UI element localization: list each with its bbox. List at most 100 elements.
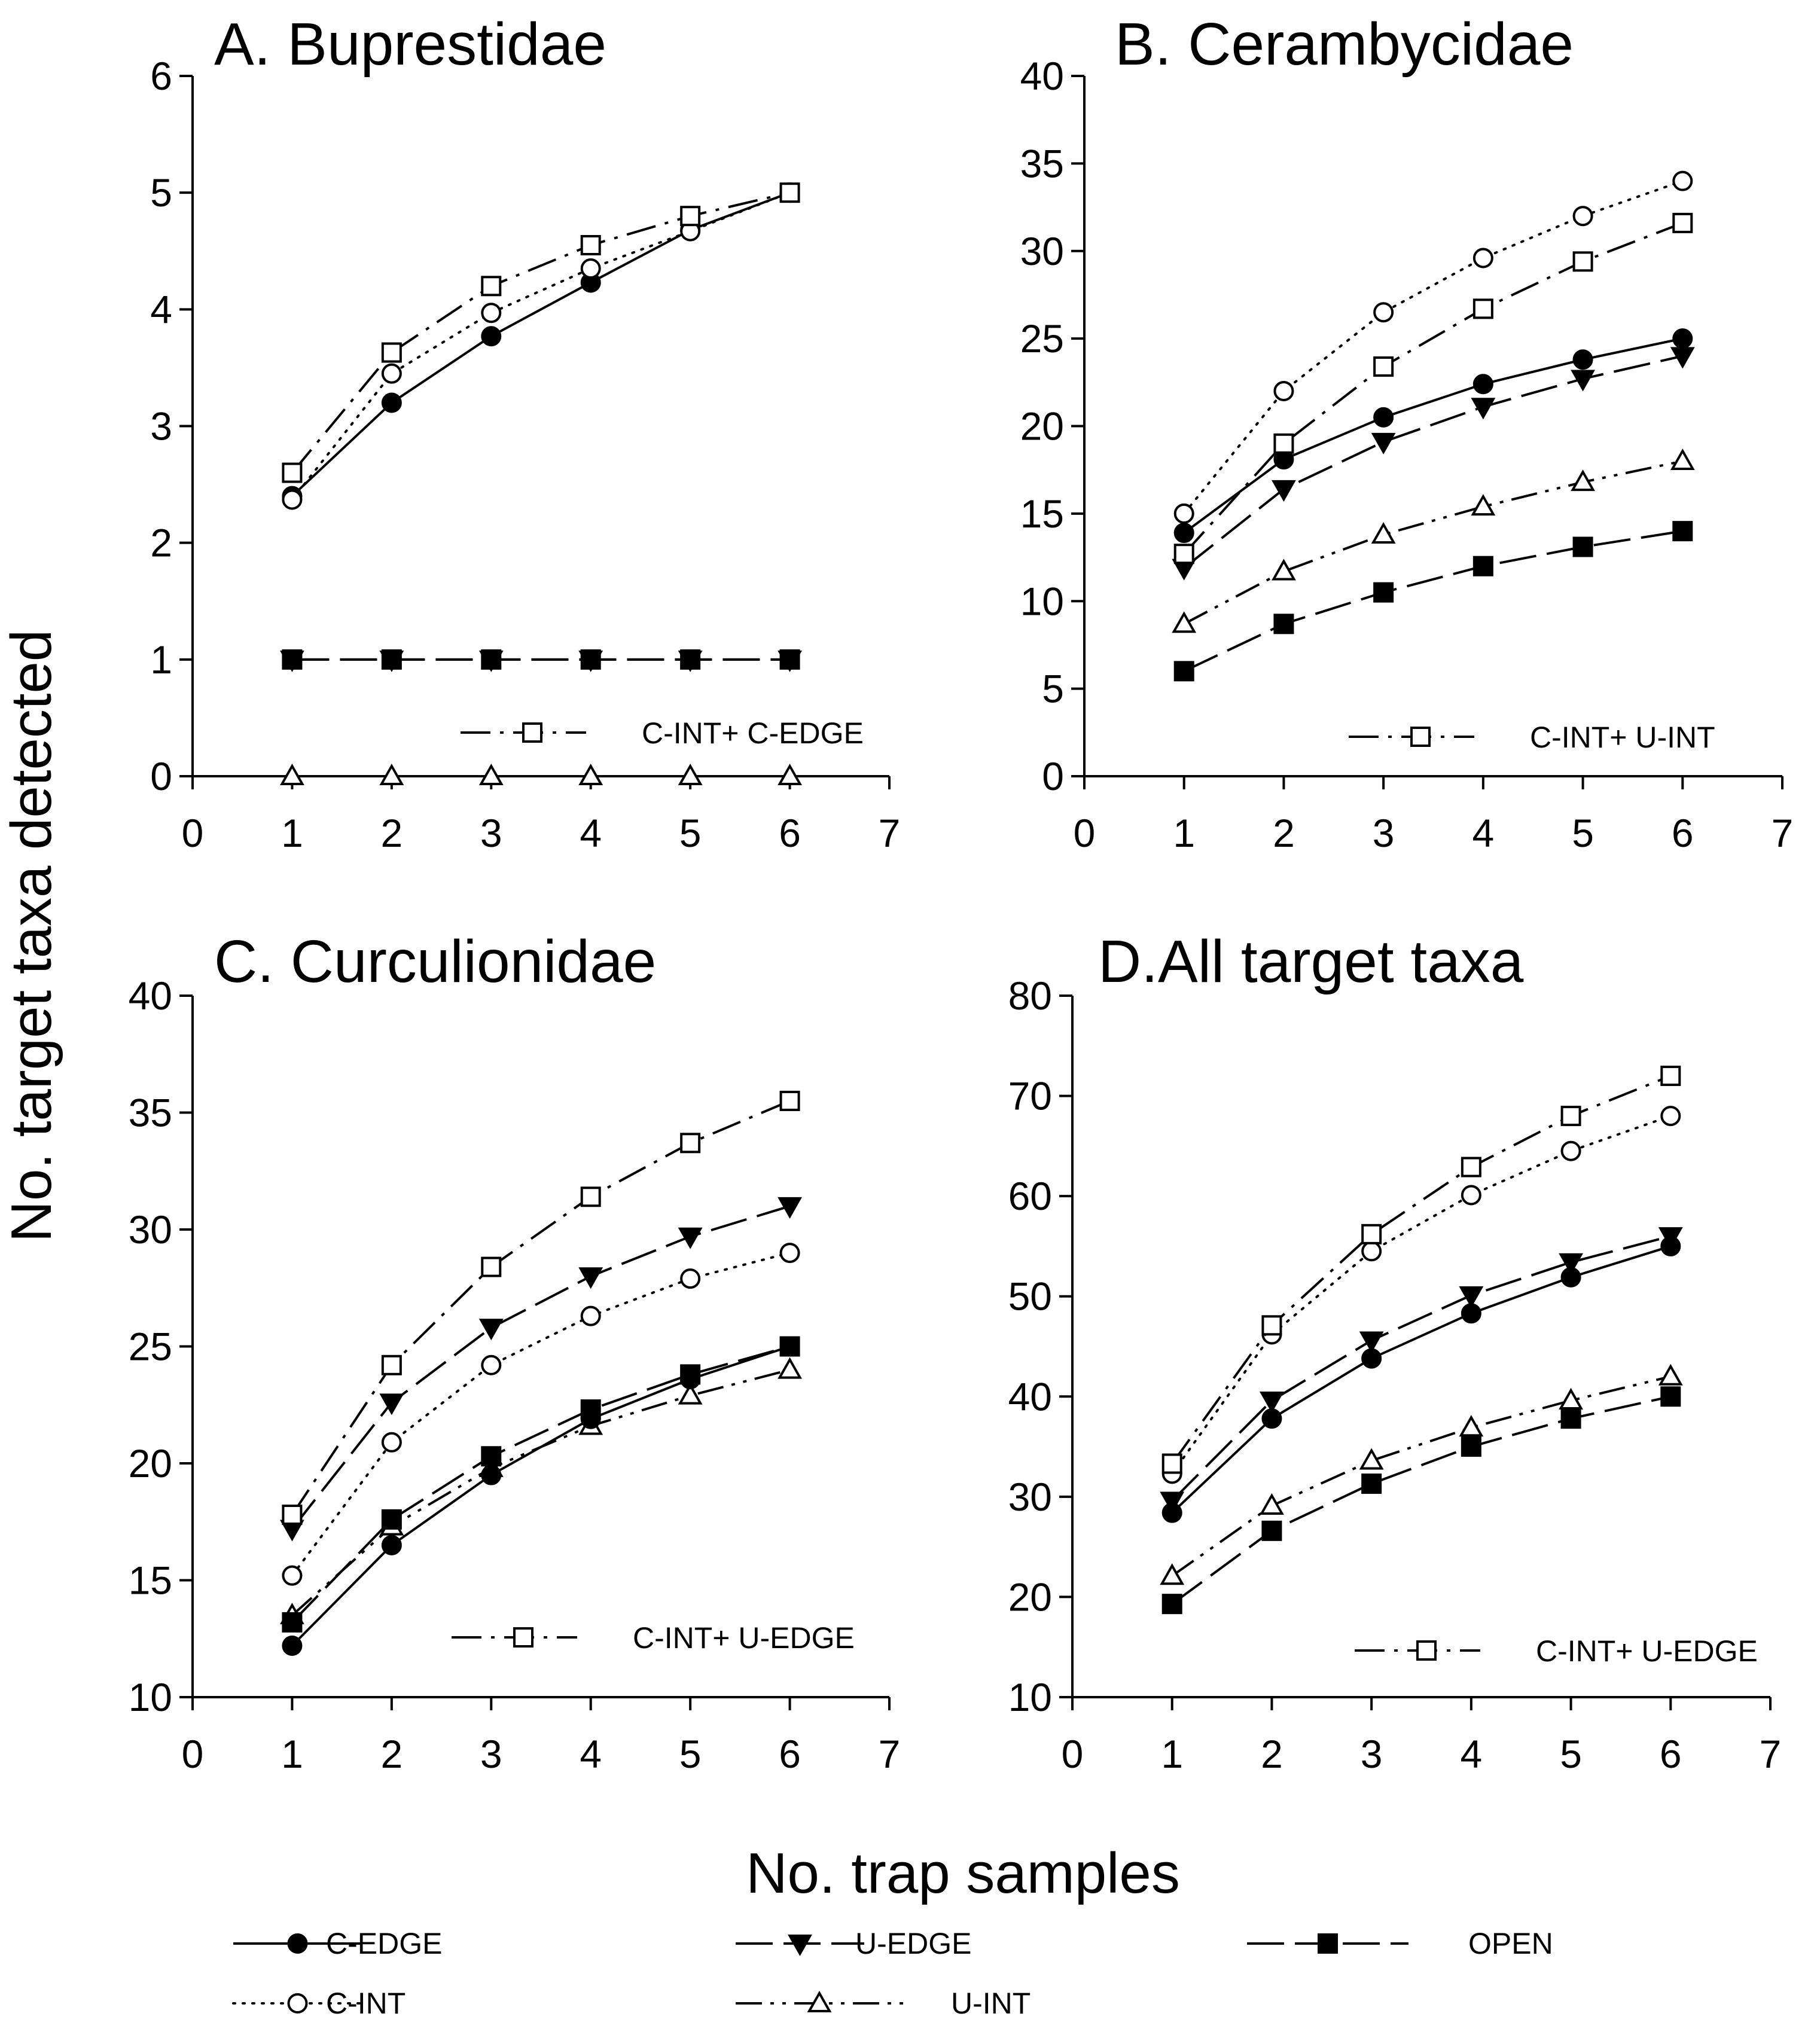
panel-c-c-int-point — [282, 1565, 303, 1586]
panel-d-combo-legend: C-INT+ U-EDGE — [1355, 1634, 1758, 1668]
panel-c-u-int-point — [778, 1357, 803, 1379]
panel-d: D.All target taxa 10 20 30 40 50 60 70 80 0 1 2 3 4 5 6… — [1008, 928, 1782, 1776]
panel-a-c-int-point — [580, 258, 601, 279]
panel-d-series-c-edge — [1161, 1235, 1681, 1523]
panel-a-y-tick-label: 1 — [150, 637, 172, 682]
panel-c-c-edge-point — [779, 1336, 800, 1357]
panel-a-c-int-line — [291, 191, 791, 501]
panel-b-combo-legend-label: C-INT+ U-INT — [1530, 721, 1715, 754]
panel-b-c-int-point — [1173, 503, 1194, 524]
panel-d-u-int-point — [1359, 1448, 1384, 1470]
panel-b-x-tick-label: 0 — [1074, 811, 1096, 855]
panel-d-y-tick-label: 70 — [1008, 1074, 1052, 1118]
panel-b-y-tick-label: 25 — [1020, 316, 1064, 361]
panel-a-series-c-int — [282, 182, 800, 510]
panel-b-combo-point — [1173, 544, 1194, 565]
panel-d-u-int-point — [1459, 1415, 1484, 1437]
legend-label-open: OPEN — [1468, 1927, 1553, 1960]
panel-d-c-edge-line — [1171, 1245, 1671, 1514]
panel-d-combo-point — [1261, 1315, 1282, 1336]
panel-d-combo-legend-marker — [1416, 1640, 1437, 1661]
panel-c-c-int-point — [680, 1268, 701, 1289]
panel-c-series-c-edge — [282, 1336, 800, 1656]
panel-d-series-u-int — [1160, 1363, 1683, 1585]
panel-c-series-combo — [282, 1090, 800, 1526]
panel-d-combo-point — [1560, 1106, 1581, 1127]
panel-c-combo-point — [680, 1133, 701, 1154]
panel-b-combo-legend-marker — [1410, 727, 1431, 747]
panel-a-combo-legend-marker — [522, 722, 542, 743]
panel-b-x-tick-label: 7 — [1772, 811, 1794, 855]
panel-d-c-edge-point — [1361, 1348, 1382, 1369]
panel-b-y-tick-label: 15 — [1020, 492, 1064, 536]
panel-b-c-edge-point — [1572, 349, 1593, 370]
panel-b-u-edge-point — [1471, 398, 1496, 420]
panel-b-c-int-point — [1672, 170, 1693, 191]
panel-c-x-tick-label: 0 — [182, 1732, 204, 1776]
panel-a: A. Buprestidae 0 1 2 3 4 5 6 0 1 2 3 4 5 6 7 C-INT+ C-ED… — [150, 11, 900, 855]
panel-d-u-int-point — [1259, 1493, 1284, 1515]
panel-c-combo-point — [381, 1354, 402, 1375]
panel-a-u-edge-point — [578, 650, 603, 672]
panel-c-y-tick-label: 10 — [129, 1675, 172, 1719]
panel-b: B. Cerambycidae 0 5 10 15 20 25 30 35 40 0 1 2 3 4 5 6 7 C… — [1020, 11, 1794, 855]
panel-d-y-tick-label: 10 — [1008, 1675, 1052, 1719]
panel-c-y-tick-label: 35 — [129, 1091, 172, 1135]
panel-d-title: D.All target taxa — [1098, 928, 1524, 995]
panel-b-y-tick-label: 20 — [1020, 404, 1064, 449]
panel-b-c-int-point — [1572, 206, 1593, 227]
panel-d-c-edge-point — [1261, 1408, 1282, 1429]
panel-b-y-tick-label: 5 — [1042, 667, 1064, 711]
panel-b-combo-point — [1373, 356, 1394, 377]
panel-b-y-tick-label: 30 — [1020, 229, 1064, 273]
panel-d-x-tick-label: 3 — [1361, 1732, 1383, 1776]
panel-d-u-edge-point — [1459, 1286, 1484, 1308]
panel-b-c-edge-point — [1173, 523, 1194, 544]
panel-d-y-tick-label: 50 — [1008, 1274, 1052, 1319]
panel-d-u-int-point — [1559, 1387, 1584, 1410]
panel-b-c-edge-line — [1183, 337, 1683, 534]
panel-d-x-tick-label: 7 — [1760, 1732, 1782, 1776]
panel-a-u-int-point — [478, 763, 504, 785]
panel-c-y-tick-label: 25 — [129, 1325, 172, 1369]
panel-b-u-int-point — [1371, 521, 1396, 544]
panel-a-c-int-point — [381, 363, 402, 384]
panel-a-y-tick-label: 5 — [150, 170, 172, 215]
panel-c-y-tick-label: 30 — [129, 1207, 172, 1252]
legend-symbol-u-edge — [736, 1935, 864, 1957]
panel-c-x-tick-label: 3 — [480, 1732, 502, 1776]
panel-b-open-point — [1672, 521, 1693, 542]
legend-item-u-int: U-INT — [736, 1987, 1031, 2020]
legend-u-int-marker — [807, 1990, 832, 2012]
legend-u-edge-marker — [788, 1935, 812, 1957]
panel-a-combo-point — [481, 276, 502, 297]
panel-d-combo-line — [1171, 1075, 1672, 1465]
panel-b-combo-point — [1273, 433, 1294, 454]
panel-c-x-tick-label: 1 — [281, 1732, 303, 1776]
panel-a-c-edge-point — [381, 392, 402, 413]
panel-a-title: A. Buprestidae — [214, 11, 606, 78]
panel-c-u-edge-line — [291, 1204, 791, 1530]
panel-c: C. Curculionidae 10 15 20 25 30 35 40 0 1 2 3 4 5 6 7 C-… — [129, 928, 901, 1776]
panel-a-u-edge-point — [379, 650, 404, 672]
panel-a-c-edge-line — [291, 191, 791, 498]
panel-a-series-u-int — [279, 763, 803, 785]
panel-d-open-point — [1261, 1520, 1282, 1541]
panel-d-x-tick-label: 2 — [1261, 1732, 1283, 1776]
panel-c-c-edge-point — [282, 1635, 303, 1656]
panel-c-x-tick-label: 4 — [580, 1732, 602, 1776]
panel-c-u-edge-point — [379, 1393, 404, 1415]
panel-a-combo-point — [779, 182, 800, 203]
panel-c-y-tick-label: 15 — [129, 1558, 172, 1603]
panel-b-series-combo — [1173, 212, 1693, 565]
panel-a-x-tick-label: 2 — [380, 811, 403, 855]
panel-b-combo-legend: C-INT+ U-INT — [1349, 721, 1715, 754]
legend-item-u-edge: U-EDGE — [736, 1927, 971, 1960]
panel-a-combo-point — [580, 234, 601, 255]
panel-d-u-edge-point — [1160, 1491, 1185, 1514]
legend-label-c-edge: C-EDGE — [326, 1927, 442, 1960]
legend-symbol-c-edge — [233, 1933, 362, 1954]
panel-a-combo-point — [381, 342, 402, 363]
